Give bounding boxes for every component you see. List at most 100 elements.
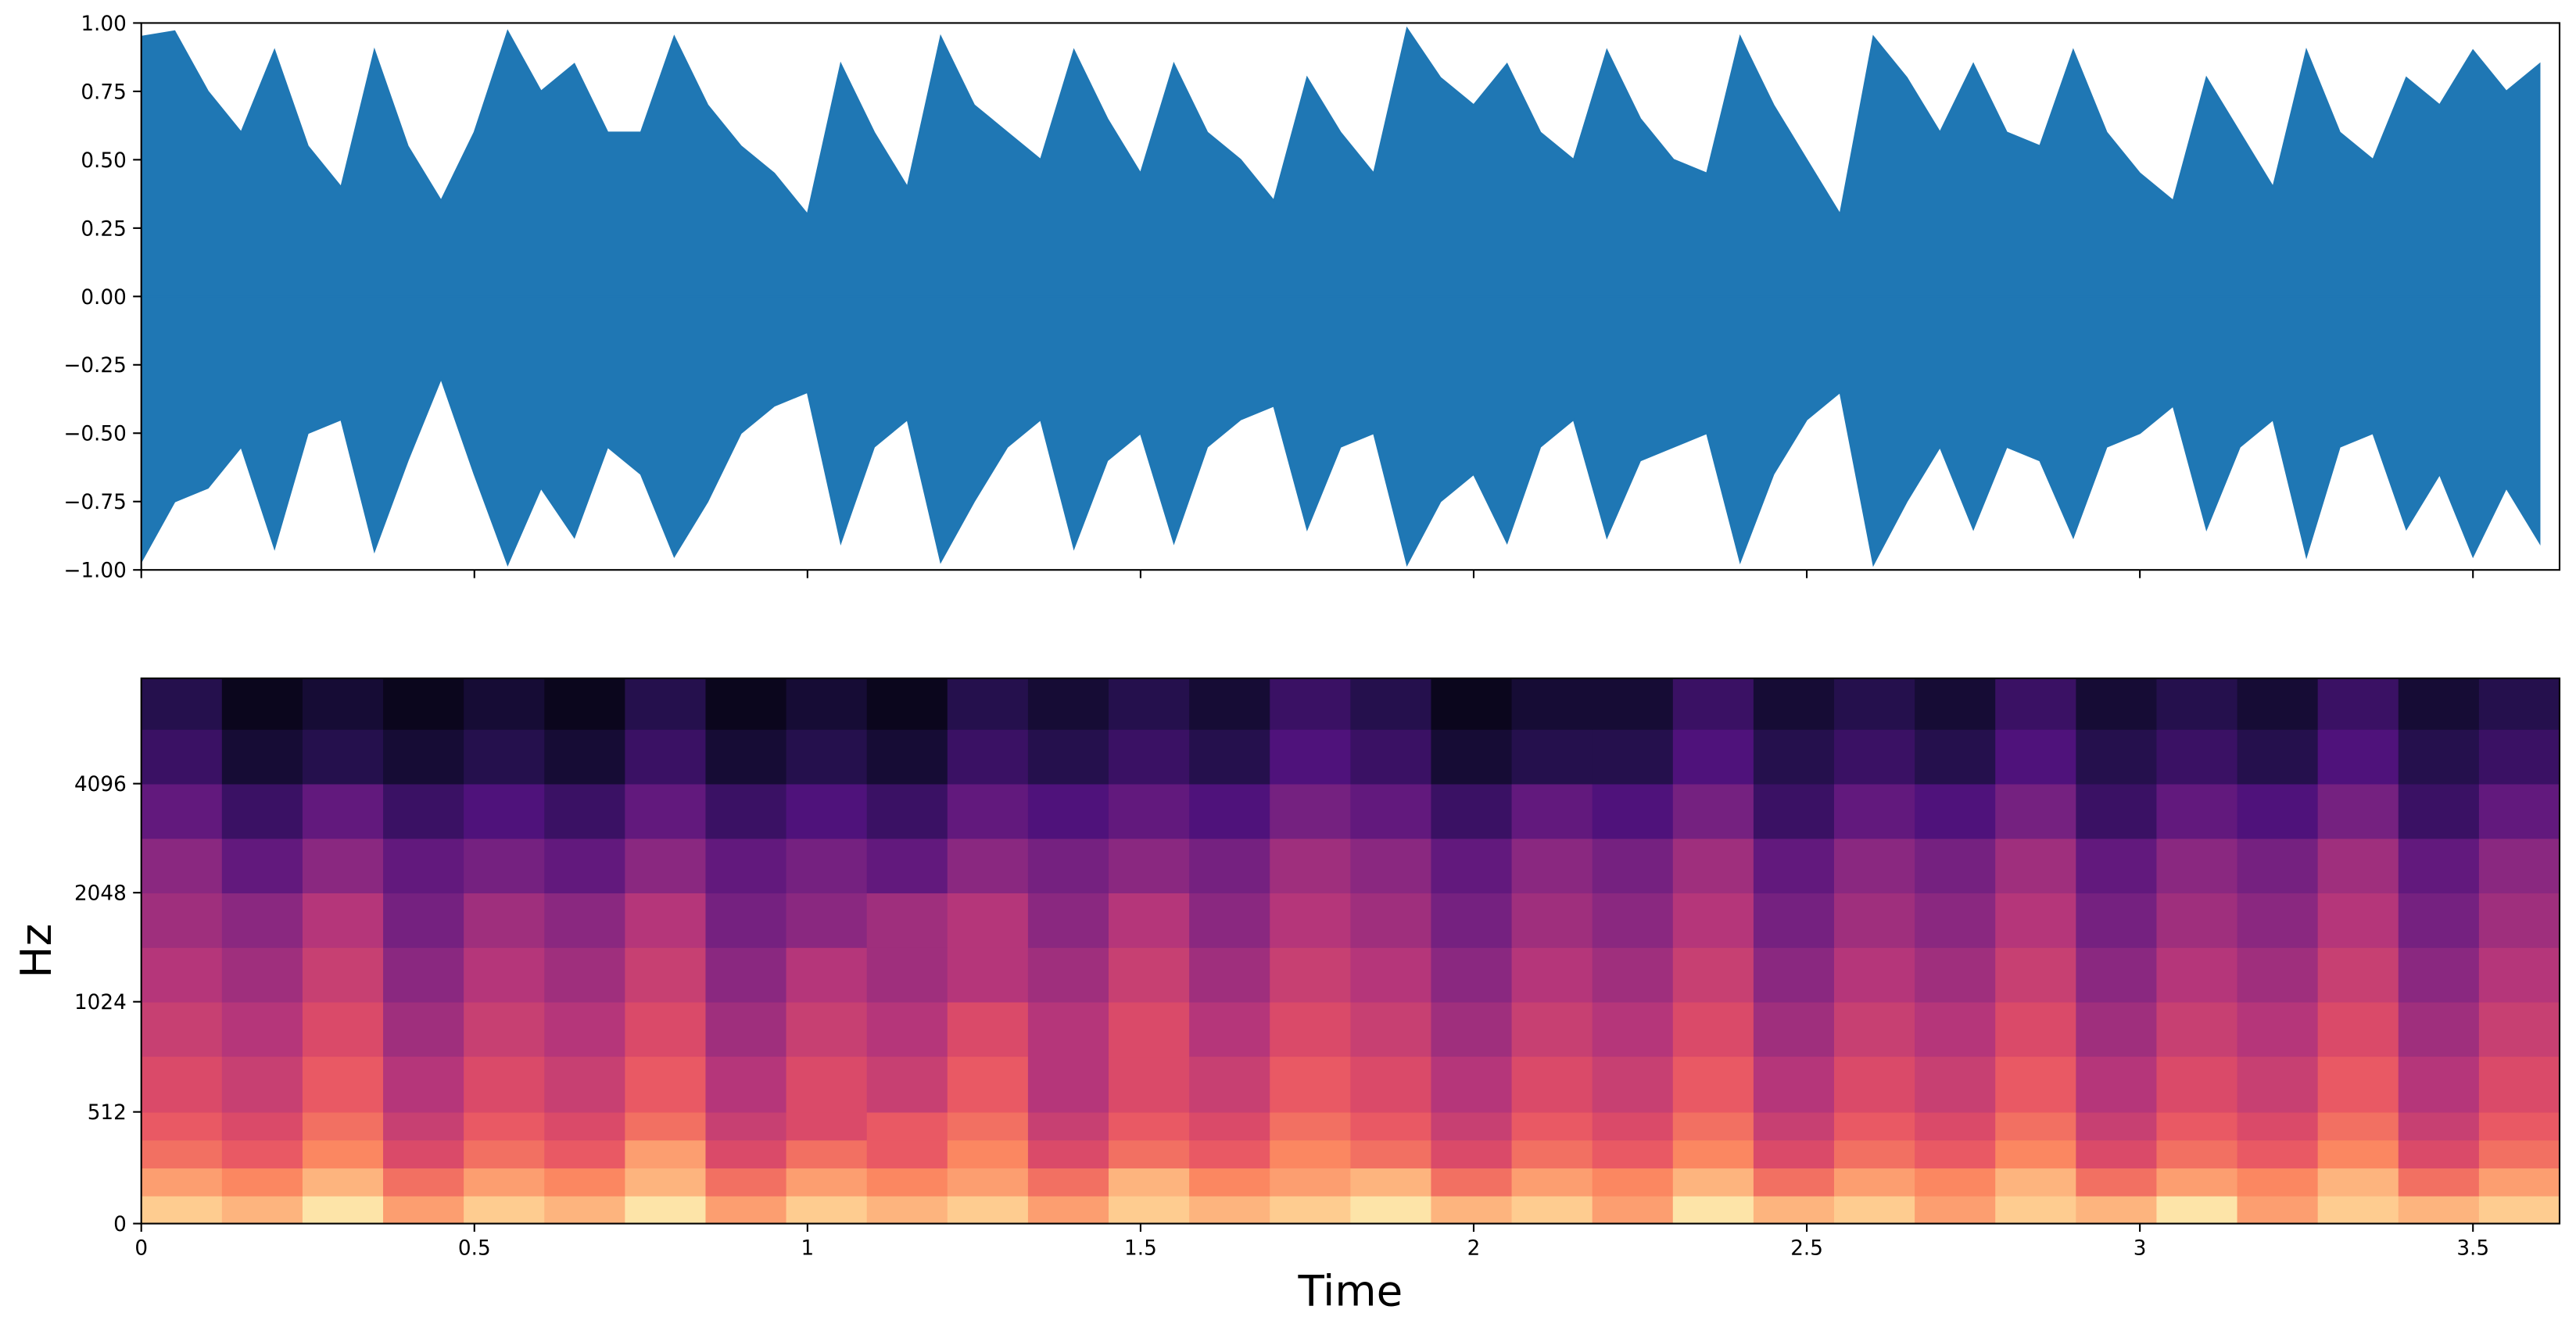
spectrogram-cell [221, 1168, 303, 1197]
spectrogram-cell [464, 1140, 546, 1168]
spectrogram-cell [1753, 1111, 1835, 1141]
spectrogram-cell [2478, 1111, 2560, 1141]
spectrogram-cell [947, 946, 1029, 1003]
spectrogram-cell [383, 1001, 464, 1057]
spectrogram-cell [1672, 1056, 1754, 1113]
spectrogram-cell [1109, 783, 1190, 839]
spectrogram-cell [141, 893, 223, 948]
spectrogram-cell [2317, 1168, 2399, 1197]
spectrogram-cell [383, 946, 464, 1003]
spectrogram-cell [2156, 1140, 2238, 1168]
spectrogram-cell [625, 783, 707, 839]
spectrogram-cell [1672, 783, 1754, 839]
spectrogram-cell [1672, 1195, 1754, 1224]
spectrogram-cell [302, 893, 384, 948]
spectrogram-cell [221, 1140, 303, 1168]
spectrogram-cell [383, 838, 464, 894]
spectrogram-cell [1109, 728, 1190, 785]
spectrogram-cell [2076, 783, 2158, 839]
spectrogram-cell [705, 728, 787, 785]
spectrogram-cell [1915, 946, 1997, 1003]
spectrogram-cell [221, 783, 303, 839]
spectrogram-cell [786, 1140, 868, 1168]
spectrogram-cell [1109, 1195, 1190, 1224]
y-tick-label: 0.25 [81, 217, 126, 241]
y-tick-label: −0.25 [63, 354, 126, 377]
spectrogram-cell [705, 783, 787, 839]
x-tick-label: 0.5 [458, 1236, 491, 1260]
spectrogram-cell [1189, 678, 1271, 730]
spectrogram-cell [1109, 678, 1190, 730]
spectrogram-cell [1431, 838, 1513, 894]
spectrogram-cell [2156, 838, 2238, 894]
spectrogram-cell [464, 893, 546, 948]
spectrogram-cell [1511, 678, 1593, 730]
spectrogram-cell [544, 893, 626, 948]
x-tick-label: 1 [801, 1236, 815, 1260]
spectrogram-cell [1189, 838, 1271, 894]
spectrogram-cell [1672, 838, 1754, 894]
spectrogram-cell [2317, 1056, 2399, 1113]
spectrogram-cell [1350, 728, 1432, 785]
spectrogram-cell [705, 1140, 787, 1168]
spectrogram-cell [1511, 893, 1593, 948]
spectrogram-cell [2398, 946, 2480, 1003]
spectrogram-cell [2317, 1001, 2399, 1057]
spectrogram-cell [866, 1111, 948, 1141]
spectrogram-cell [1672, 728, 1754, 785]
y-tick-label: −0.75 [63, 491, 126, 514]
spectrogram-cell [1915, 1140, 1997, 1168]
spectrogram-cell [1270, 728, 1352, 785]
spectrogram-cell [1511, 1168, 1593, 1197]
spectrogram-cell [1834, 678, 1915, 730]
spectrogram-cell [141, 946, 223, 1003]
spectrogram-cell [1189, 1140, 1271, 1168]
spectrogram-cell [866, 1168, 948, 1197]
spectrogram-cell [1431, 783, 1513, 839]
spectrogram-cell [2478, 1056, 2560, 1113]
spectrogram-cell [1834, 946, 1915, 1003]
spectrogram-cell [1592, 838, 1674, 894]
y-tick-label: 4096 [74, 773, 127, 796]
spectrogram-cell [1270, 678, 1352, 730]
spectrogram-cell [786, 893, 868, 948]
spectrogram-cell [2398, 1168, 2480, 1197]
spectrogram-cell [1753, 1168, 1835, 1197]
spectrogram-cell [1431, 1168, 1513, 1197]
spectrogram-cell [1915, 1168, 1997, 1197]
spectrogram-cell [1027, 1140, 1109, 1168]
spectrogram-cell [625, 1195, 707, 1224]
spectrogram-cell [1915, 1056, 1997, 1113]
spectrogram-cell [1592, 783, 1674, 839]
spectrogram-cell [1189, 1001, 1271, 1057]
spectrogram-cell [866, 946, 948, 1003]
spectrogram-cell [1027, 678, 1109, 730]
spectrogram-cell [1592, 1111, 1674, 1141]
spectrogram-cell [221, 893, 303, 948]
spectrogram-cell [1753, 838, 1835, 894]
spectrogram-cell [1753, 783, 1835, 839]
spectrogram-cell [2076, 1056, 2158, 1113]
spectrogram-cell [1592, 1168, 1674, 1197]
spectrogram-cell [2237, 838, 2319, 894]
spectrogram-cell [625, 1111, 707, 1141]
y-axis-label: Hz [11, 924, 61, 979]
spectrogram-cell [705, 1195, 787, 1224]
spectrogram-cell [2156, 946, 2238, 1003]
spectrogram-cell [2076, 838, 2158, 894]
spectrogram-cell [2478, 728, 2560, 785]
spectrogram-cell [1672, 1140, 1754, 1168]
spectrogram-cell [1431, 728, 1513, 785]
spectrogram-cell [2076, 1001, 2158, 1057]
spectrogram-cell [141, 678, 223, 730]
spectrogram-cell [2478, 946, 2560, 1003]
spectrogram-cell [947, 1056, 1029, 1113]
spectrogram-cell [2317, 783, 2399, 839]
spectrogram-cell [544, 678, 626, 730]
spectrogram-cell [1995, 678, 2077, 730]
spectrogram-cell [1592, 1001, 1674, 1057]
spectrogram-cell [1834, 1195, 1915, 1224]
spectrogram-cell [2398, 838, 2480, 894]
spectrogram-cell [2156, 1001, 2238, 1057]
spectrogram-cell [2317, 893, 2399, 948]
